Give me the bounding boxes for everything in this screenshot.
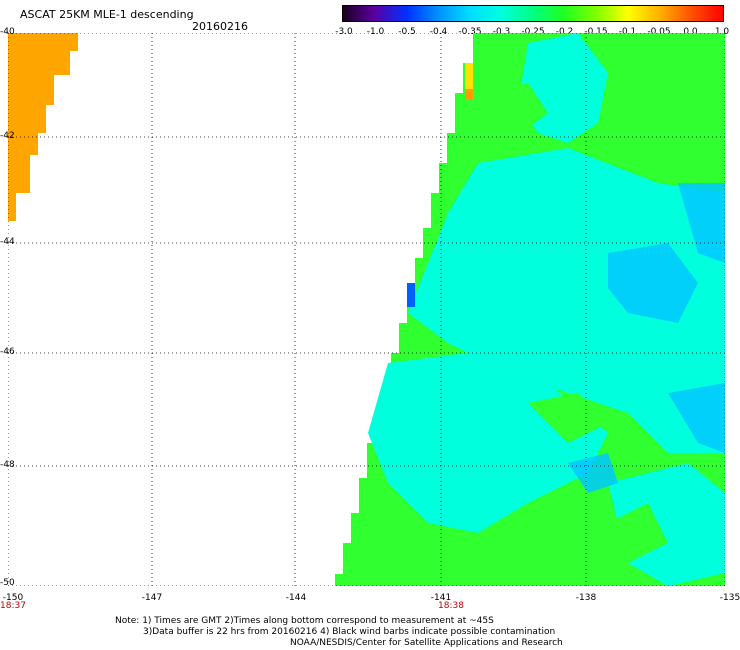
green-region	[478, 83, 548, 143]
colorbar	[342, 5, 724, 22]
longitude-label: -138	[575, 593, 597, 603]
wind-map	[8, 33, 725, 586]
orange-swath	[8, 33, 78, 221]
colorbar-tick-label: -0.5	[398, 27, 416, 37]
blue-edge-pixel	[407, 283, 415, 307]
latitude-label: -40	[0, 27, 15, 37]
latitude-label: -44	[0, 237, 15, 247]
colorbar-tick-label: -0.05	[647, 27, 671, 37]
light-blue-region	[568, 453, 618, 493]
latitude-label: -48	[0, 460, 15, 470]
latitude-label: -46	[0, 347, 15, 357]
map-date: 20160216	[192, 20, 248, 33]
colorbar-tick-label: 0.0	[683, 27, 698, 37]
latitude-label: -50	[0, 578, 15, 588]
colorbar-tick-label: -0.35	[458, 27, 482, 37]
colorbar-tick-label: -0.25	[521, 27, 545, 37]
orange-edge-pixel	[465, 89, 473, 99]
cyan-region	[368, 353, 608, 533]
colorbar-gradient	[343, 6, 723, 21]
map-title: ASCAT 25KM MLE-1 descending	[20, 8, 194, 21]
time-label-center: 18:38	[438, 601, 464, 611]
note-line-2: 3)Data buffer is 22 hrs from 20160216 4)…	[143, 627, 556, 637]
colorbar-tick-label: -1.0	[366, 27, 385, 37]
colorbar-tick-label: -0.15	[584, 27, 608, 37]
colorbar-tick-label: 1.0	[714, 27, 730, 37]
longitude-label: -141	[430, 593, 452, 603]
colorbar-tick-label: -0.1	[618, 27, 637, 37]
latitude-label: -42	[0, 131, 15, 141]
longitude-label: -144	[285, 593, 307, 603]
light-blue-region	[668, 383, 725, 453]
colorbar-tick-label: -0.2	[555, 27, 574, 37]
note-line-3: NOAA/NESDIS/Center for Satellite Applica…	[290, 638, 563, 648]
yellow-edge-pixel	[465, 63, 473, 89]
longitude-label: -150	[2, 593, 24, 603]
colorbar-tick-label: -0.3	[492, 27, 511, 37]
longitude-label: -135	[719, 593, 740, 603]
green-region	[608, 503, 668, 563]
note-line-1: Note: 1) Times are GMT 2)Times along bot…	[115, 616, 494, 626]
cyan-region	[408, 148, 725, 453]
green-region	[528, 393, 608, 443]
colorbar-tick-label: -3.0	[335, 27, 353, 37]
time-label-left: 18:37	[0, 601, 26, 611]
longitude-label: -147	[141, 593, 163, 603]
light-blue-region	[608, 243, 698, 323]
colorbar-tick-label: -0.4	[429, 27, 448, 37]
light-blue-region	[678, 183, 725, 263]
